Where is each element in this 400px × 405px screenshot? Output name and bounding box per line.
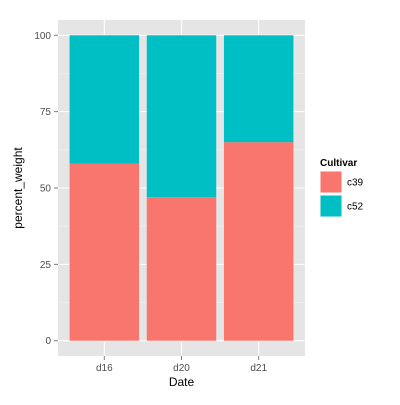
legend-title: Cultivar <box>320 158 357 169</box>
legend-items: c39 c52 <box>319 170 364 218</box>
x-axis: d16 d20 d21 <box>96 356 267 374</box>
x-tick-label: d16 <box>96 363 113 374</box>
x-tick-label: d20 <box>173 363 190 374</box>
bar-d21-c39 <box>223 142 294 341</box>
y-tick-label: 75 <box>40 107 52 118</box>
y-tick-label: 100 <box>34 31 51 42</box>
bar-d16-c39 <box>69 163 140 341</box>
legend-label-c39: c39 <box>347 178 364 189</box>
bar-d21-c52 <box>223 35 294 143</box>
bar-d20-c52 <box>146 35 217 198</box>
legend-swatch-c39 <box>320 171 342 193</box>
bar-d20-c39 <box>146 197 217 341</box>
y-axis-title: percent_weight <box>11 147 25 229</box>
legend: Cultivar c39 c52 <box>319 158 364 218</box>
legend-swatch-c52 <box>320 195 342 217</box>
y-tick-label: 0 <box>45 336 51 347</box>
y-tick-label: 25 <box>40 260 52 271</box>
y-axis: 0 25 50 75 100 <box>34 31 58 347</box>
y-tick-label: 50 <box>40 184 52 195</box>
x-axis-title: Date <box>169 375 195 389</box>
legend-label-c52: c52 <box>347 202 364 213</box>
bar-d16-c52 <box>69 35 140 164</box>
x-tick-label: d21 <box>250 363 267 374</box>
bars-layer <box>69 35 294 341</box>
